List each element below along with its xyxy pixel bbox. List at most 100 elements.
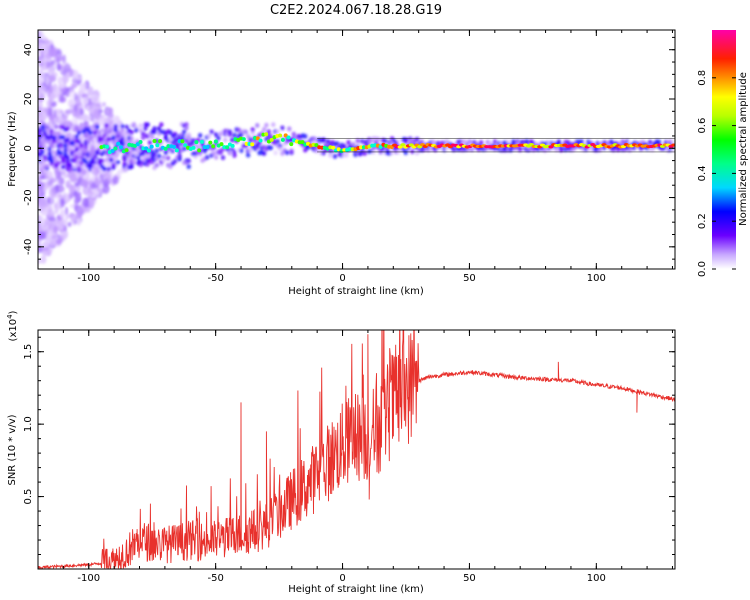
spectrogram-noise-cell — [69, 184, 76, 194]
spectrogram-ridge-cell — [319, 145, 324, 150]
spectrogram-band-cell — [289, 148, 294, 154]
spectrogram-band-cell — [120, 123, 125, 129]
spectrogram-noise-cell — [108, 120, 113, 129]
spectrogram-ytick-label: 40 — [23, 43, 34, 56]
spectrogram-band-cell — [79, 143, 84, 148]
spectrogram-noise-cell — [84, 206, 91, 213]
spectrogram-noise-cell — [38, 106, 42, 112]
spectrogram-band-cell — [488, 140, 493, 146]
spectrogram-noise-cell — [107, 112, 114, 119]
spectrogram-noise-cell — [83, 121, 89, 126]
spectrogram-noise-cell — [64, 120, 72, 125]
spectrogram-band-cell — [277, 146, 283, 152]
spectrogram-ridge-cell — [208, 140, 213, 145]
spectrogram-noise-cell — [38, 38, 43, 48]
snr-ytick-label: 0.5 — [23, 489, 34, 505]
spectrogram-noise-cell — [49, 177, 57, 184]
snr-frame — [37, 329, 676, 570]
spectrogram-noise-cell — [48, 47, 56, 58]
spectrogram-ridge-cell — [183, 143, 188, 148]
spectrogram-band-cell — [152, 129, 157, 135]
spectrogram-band-cell — [181, 129, 187, 135]
spectrogram-ridge-cell — [671, 143, 675, 147]
spectrogram-noise-cell — [75, 211, 83, 219]
spectrogram-ridge-cell — [244, 141, 249, 146]
spectrogram-band-cell — [44, 163, 50, 169]
spectrogram-band-cell — [165, 155, 171, 161]
spectrogram-band-cell — [129, 164, 134, 170]
spectrogram-band-cell — [168, 137, 173, 142]
spectrogram-noise-cell — [81, 97, 89, 105]
spectrogram-noise-cell — [47, 107, 53, 117]
spectrogram-band-cell — [186, 158, 191, 164]
spectrogram-band-cell — [168, 130, 173, 135]
spectrogram-ridge-cell — [174, 148, 179, 153]
spectrogram-band-cell — [255, 123, 260, 128]
colorbar-tick-label: 0.6 — [697, 118, 708, 134]
colorbar: 0.0 0.2 0.4 0.6 0.8 Normalized spectral ampl… — [697, 30, 749, 277]
spectrogram-band-cell — [154, 148, 159, 154]
spectrogram-noise-cell — [65, 109, 73, 115]
spectrogram-ytick-label: 0 — [23, 145, 34, 151]
spectrogram-band-cell — [76, 165, 82, 171]
spectrogram-ridge-cell — [124, 148, 129, 153]
spectrogram-band-cell — [38, 128, 43, 134]
spectrogram-band-cell — [609, 139, 614, 145]
spectrogram-band-cell — [124, 124, 130, 130]
spectrogram-band-cell — [218, 150, 223, 156]
spectrogram-noise-cell — [68, 89, 77, 99]
spectrogram-panel: -100 -50 0 50 100 -40 -20 0 20 40 Height of strai… — [7, 29, 676, 297]
spectrogram-band-cell — [184, 138, 189, 144]
spectrogram-ridge-cell — [241, 137, 246, 142]
spectrogram-band-cell — [76, 151, 82, 157]
spectrogram-noise-cell — [47, 196, 55, 205]
spectrogram-noise-cell — [65, 214, 69, 220]
spectrogram-band-cell — [58, 143, 64, 149]
colorbar-tick-label: 0.4 — [697, 165, 708, 181]
spectrogram-band-cell — [152, 126, 157, 132]
spectrogram-noise-cell — [88, 114, 92, 122]
spectrogram-band-cell — [49, 143, 54, 148]
spectrogram-noise-cell — [54, 62, 58, 70]
spectrogram-noise-cell — [71, 82, 78, 89]
spectrogram-noise-cell — [59, 208, 66, 219]
spectrogram-band-cell — [275, 129, 281, 134]
spectrogram-band-cell — [90, 167, 96, 173]
spectrogram-noise-cell — [88, 199, 95, 209]
spectrogram-noise-cell — [42, 202, 49, 208]
spectrogram-band-cell — [181, 146, 187, 152]
spectrogram-noise-cell — [74, 181, 80, 187]
spectrogram-band-cell — [122, 161, 127, 167]
spectrogram-band-cell — [60, 164, 66, 170]
spectrogram-band-cell — [72, 164, 77, 170]
spectrogram-noise-cell — [38, 68, 44, 79]
snr-series-line — [38, 330, 675, 569]
spectrogram-band-cell — [86, 139, 91, 145]
spectrogram-band-cell — [261, 151, 267, 156]
spectrogram-ridge-cell — [144, 146, 149, 151]
spectrogram-frame — [37, 29, 676, 270]
spectrogram-band-cell — [150, 134, 155, 140]
spectrogram-band-cell — [145, 154, 150, 159]
spectrogram-band-cell — [554, 147, 559, 152]
spectrogram-band-cell — [403, 150, 408, 156]
spectrogram-band-cell — [138, 128, 143, 133]
spectrogram-noise-cell — [86, 192, 93, 198]
spectrogram-band-cell — [122, 157, 127, 163]
spectrogram-ridge-cell — [113, 146, 118, 151]
spectrogram-band-cell — [211, 150, 217, 156]
spectrogram-noise-cell — [48, 247, 54, 253]
colorbar-gradient — [712, 30, 736, 269]
spectrogram-noise-cell — [38, 78, 44, 83]
spectrogram-noise-cell — [45, 60, 49, 70]
colorbar-tick-label: 0.8 — [697, 70, 708, 86]
spectrogram-ridge-cell — [177, 139, 182, 144]
spectrogram-band-cell — [152, 152, 157, 158]
spectrogram-noise-cell — [38, 45, 44, 52]
spectrogram-band-cell — [88, 130, 93, 136]
spectrogram-band-cell — [131, 121, 137, 127]
spectrogram-band-cell — [115, 130, 121, 136]
spectrogram-ridge-cell — [105, 144, 110, 149]
spectrogram-ridge-cell — [152, 139, 157, 144]
